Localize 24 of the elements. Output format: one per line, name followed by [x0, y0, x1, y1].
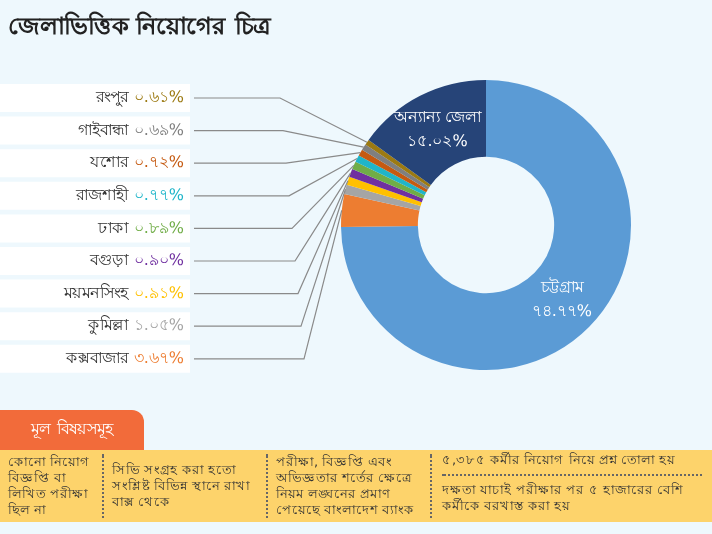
data-label: ০.৭৭% — [133, 185, 185, 204]
slice-label: ঢাকা — [95, 218, 130, 237]
slice-label: রাজশাহী — [73, 183, 130, 204]
slice-label: কক্সবাজার — [63, 348, 130, 367]
slice-label: অন্যান্য জেলা — [392, 108, 484, 127]
data-label: ০.৯০% — [133, 251, 185, 270]
slice-label: চট্টগ্রাম — [538, 277, 585, 296]
data-label: ০.৭২% — [133, 153, 185, 172]
data-label: ০.৬৯% — [133, 120, 185, 139]
data-label: ০.৯১% — [133, 283, 185, 302]
text: মূল বিষয়সমূহ — [0, 410, 144, 450]
slice-label: যশোর — [87, 153, 130, 172]
data-label: ১৫.০২% — [407, 132, 469, 151]
slice-label: কুমিল্লা — [85, 316, 130, 335]
slice-label: বগুড়া — [87, 251, 130, 270]
slice-label: গাইবান্ধা — [77, 120, 130, 139]
slice-label: ময়মনসিংহ — [61, 283, 130, 302]
data-label: ০.৮৯% — [133, 218, 185, 237]
data-label: ৩.৬৭% — [133, 348, 185, 367]
slice-label: রংপুর — [93, 88, 130, 107]
chart-title: জেলাভিত্তিক নিয়োগের চিত্র — [8, 12, 274, 42]
data-label: ১.০৫% — [133, 316, 185, 335]
data-label: ০.৬১% — [133, 88, 185, 107]
data-label: ৭৪.৭৭% — [531, 301, 593, 320]
